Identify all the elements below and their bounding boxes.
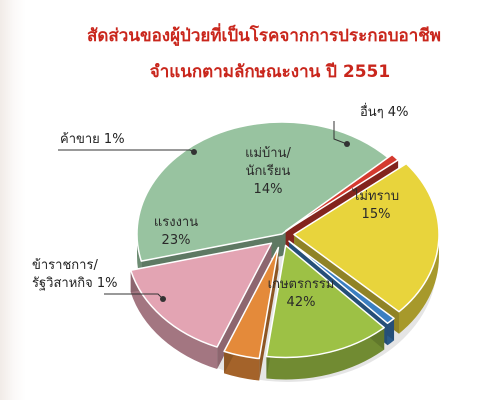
slice-label-2: ข้าราชการ/รัฐวิสาหกิจ 1% bbox=[32, 258, 118, 291]
pie-slice-6[interactable] bbox=[223, 246, 280, 360]
leader-line-4 bbox=[58, 149, 195, 153]
pie-slice-2[interactable] bbox=[285, 153, 399, 232]
pie-slice-4[interactable] bbox=[288, 240, 395, 325]
pie-slice-side bbox=[224, 351, 260, 381]
leader-dot-4 bbox=[191, 149, 197, 155]
pie-slice-3[interactable] bbox=[293, 162, 440, 313]
chart-title-line-2: จำแนกตามลักษณะงาน ปี 2551 bbox=[149, 62, 391, 82]
slice-label-1: เกษตรกรรม 42% bbox=[268, 277, 335, 310]
pie-slice-side bbox=[130, 270, 218, 370]
pie-slice-1[interactable] bbox=[136, 121, 390, 262]
leader-dot-6 bbox=[344, 141, 350, 147]
pie-slice-5[interactable] bbox=[265, 244, 385, 359]
slice-label-3: แรงงาน 23% bbox=[154, 215, 198, 248]
pie-slice-7[interactable] bbox=[129, 242, 273, 348]
slice-label-5: แม่บ้าน/นักเรียน 14% bbox=[245, 146, 291, 197]
slice-label-6: อื่นๆ 4% bbox=[360, 103, 409, 120]
slice-label-7: ไม่ทราบ 15% bbox=[352, 188, 399, 222]
pie-slice-side bbox=[398, 234, 439, 334]
pie-slice-edge bbox=[259, 247, 279, 381]
leader-dot-2 bbox=[160, 296, 166, 302]
leader-line-6 bbox=[333, 121, 348, 145]
chart-title-line-1: สัดส่วนของผู้ป่วยที่เป็นโรคจากการประกอบอ… bbox=[86, 26, 442, 46]
slice-label-4: ค้าขาย 1% bbox=[60, 132, 125, 147]
